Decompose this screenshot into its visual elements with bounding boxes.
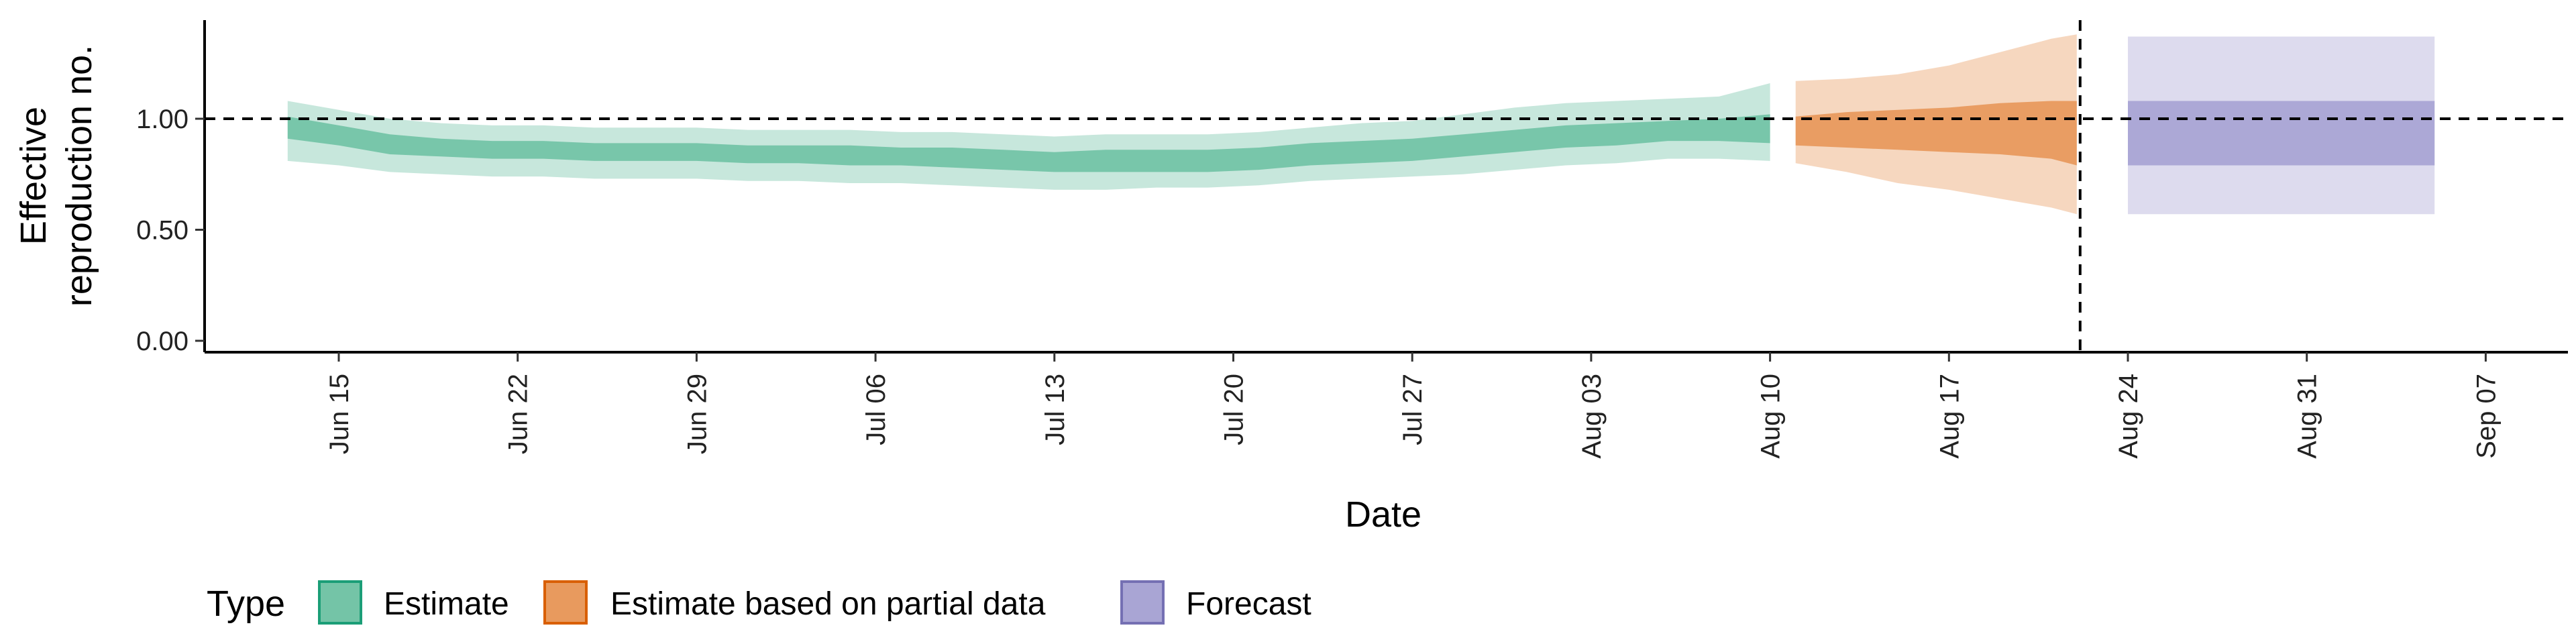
y-tick-label: 0.50 <box>136 216 189 246</box>
legend: Type Estimate Estimate based on partial … <box>207 580 1311 625</box>
x-axis-title: Date <box>1345 494 1421 535</box>
legend-label-forecast: Forecast <box>1186 586 1311 622</box>
x-tick-label: Aug 31 <box>2293 374 2322 459</box>
legend-swatch-estimate <box>318 580 362 625</box>
y-tick-label: 1.00 <box>136 105 189 134</box>
x-tick-label: Jun 15 <box>325 374 354 454</box>
band-inner-estimate <box>287 114 1770 172</box>
legend-label-estimate: Estimate <box>384 586 509 622</box>
legend-swatch-forecast <box>1120 580 1165 625</box>
x-tick-label: Aug 03 <box>1577 374 1607 459</box>
x-tick-label: Jul 06 <box>861 374 891 445</box>
y-tick-label: 0.00 <box>136 327 189 356</box>
y-axis-title: Effective reproduction no. <box>13 45 99 307</box>
x-tick-label: Aug 10 <box>1756 374 1786 459</box>
band-inner-partial <box>1795 101 2077 166</box>
plot-bands <box>287 34 2435 215</box>
legend-label-partial: Estimate based on partial data <box>610 586 1046 622</box>
x-tick-label: Jun 22 <box>504 374 533 454</box>
x-tick-label: Aug 24 <box>2114 374 2143 459</box>
x-tick-label: Jun 29 <box>682 374 712 454</box>
legend-swatch-partial <box>543 580 588 625</box>
legend-title: Type <box>207 584 285 624</box>
x-tick-label: Jul 27 <box>1398 374 1428 445</box>
x-tick-label: Aug 17 <box>1935 374 1964 459</box>
y-axis-title-line-1: Effective <box>13 107 54 245</box>
x-axis: Jun 15 Jun 22 Jun 29 Jul 06 Jul 13 Jul 20 Jul … <box>205 351 2568 459</box>
y-axis-title-line-2: reproduction no. <box>59 45 99 307</box>
y-axis: 0.00 0.50 1.00 <box>136 20 206 356</box>
x-tick-label: Jul 13 <box>1040 374 1070 445</box>
band-inner-forecast <box>2128 101 2435 166</box>
band-outer-estimate <box>287 83 1770 190</box>
x-tick-label: Sep 07 <box>2471 374 2501 459</box>
x-tick-label: Jul 20 <box>1220 374 1249 445</box>
